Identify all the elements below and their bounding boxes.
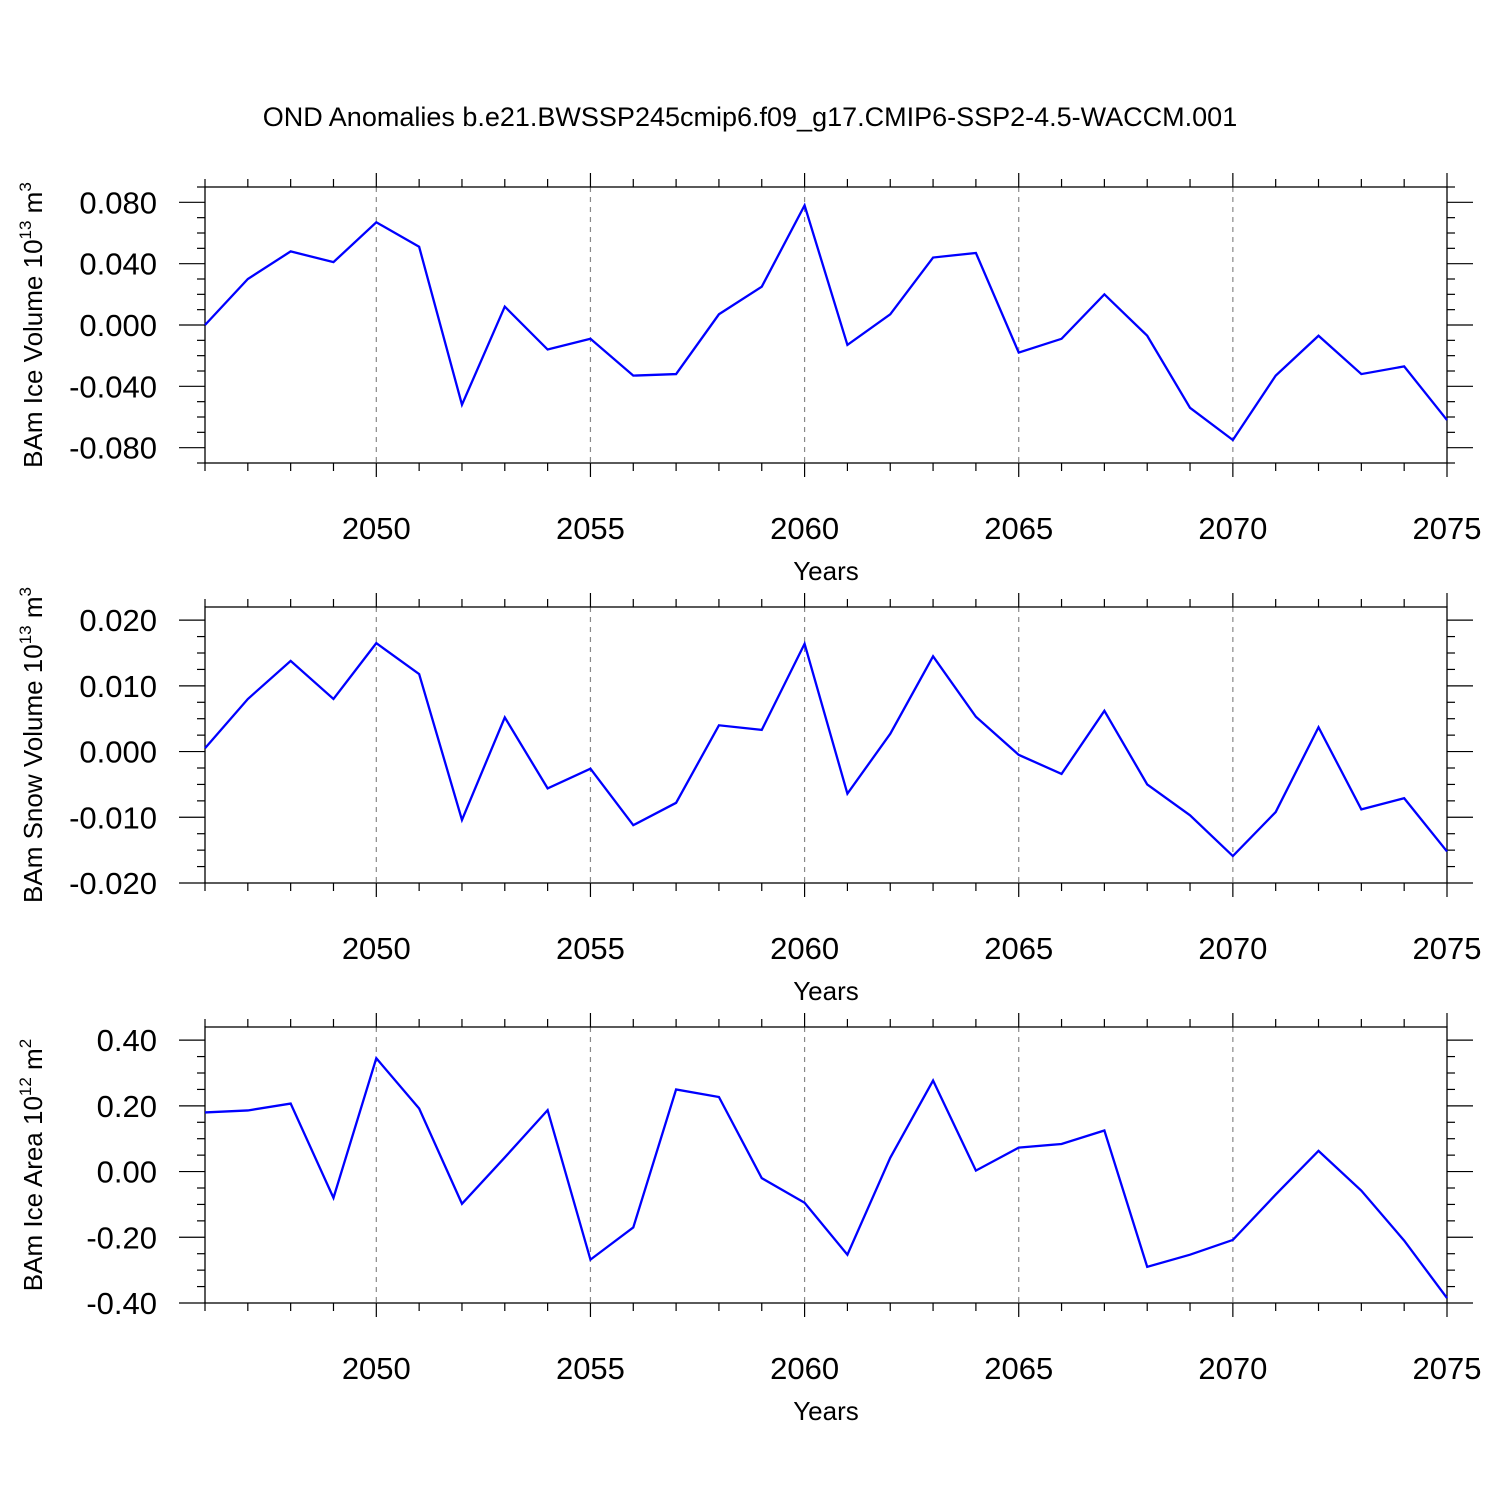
x-tick-label: 2070	[1198, 931, 1267, 966]
plot-frame	[204, 186, 1448, 464]
x-tick-label: 2060	[770, 1351, 839, 1386]
x-axis-title: Years	[793, 556, 859, 586]
y-tick-label: -0.40	[86, 1286, 157, 1321]
y-tick-label: -0.20	[86, 1220, 157, 1255]
y-tick-label: -0.040	[69, 369, 157, 404]
x-axis-title: Years	[793, 1396, 859, 1426]
x-tick-label: 2055	[556, 1351, 625, 1386]
y-axis-title-part: m	[18, 1048, 48, 1077]
x-tick-label: 2065	[984, 931, 1053, 966]
y-axis-title-part: BAm Ice Area 10	[18, 1096, 48, 1291]
y-tick-label: -0.080	[69, 431, 157, 466]
x-tick-label: 2065	[984, 511, 1053, 546]
y-axis-title-part: m	[18, 596, 48, 625]
y-tick-label: 0.020	[79, 603, 157, 638]
y-tick-label: 0.010	[79, 669, 157, 704]
x-tick-label: 2075	[1413, 511, 1482, 546]
chart-panel-2: 0.020 0.010 0.000 -0.010 -0.020 2050 2055 2060 2…	[16, 587, 1481, 1006]
y-axis-title-superscript: 13	[16, 625, 35, 644]
chart-title: OND Anomalies b.e21.BWSSP245cmip6.f09_g1…	[263, 102, 1237, 132]
y-tick-label: -0.010	[69, 800, 157, 835]
x-tick-label: 2075	[1413, 931, 1482, 966]
y-axis-title-part: BAm Ice Volume 10	[18, 239, 48, 467]
y-tick-label: 0.000	[79, 308, 157, 343]
y-tick-label: 0.000	[79, 735, 157, 770]
x-tick-label: 2050	[342, 1351, 411, 1386]
x-tick-label: 2060	[770, 931, 839, 966]
series-line	[204, 640, 1448, 858]
y-axis-title: BAm Ice Area 1012 m2	[16, 1039, 48, 1291]
y-axis-title-superscript: 3	[16, 587, 35, 596]
y-axis-title-superscript: 3	[16, 182, 35, 191]
x-tick-label: 2065	[984, 1351, 1053, 1386]
y-axis-title: BAm Ice Volume 1013 m3	[16, 182, 48, 468]
y-tick-label: 0.00	[97, 1155, 157, 1190]
x-tick-label: 2060	[770, 511, 839, 546]
x-tick-label: 2050	[342, 511, 411, 546]
y-tick-label: 0.40	[97, 1023, 157, 1058]
x-tick-label: 2075	[1413, 1351, 1482, 1386]
y-tick-label: -0.020	[69, 866, 157, 901]
series-line	[204, 202, 1448, 442]
y-axis-title-part: BAm Snow Volume 10	[18, 644, 48, 903]
plot-frame	[204, 1026, 1448, 1304]
x-tick-label: 2055	[556, 931, 625, 966]
chart-panel-3: 0.40 0.20 0.00 -0.20 -0.40 2050 2055 2060 2065 20…	[16, 1013, 1481, 1426]
x-tick-label: 2050	[342, 931, 411, 966]
y-axis-title-superscript: 2	[16, 1039, 35, 1048]
y-tick-label: 0.040	[79, 247, 157, 282]
x-tick-label: 2070	[1198, 1351, 1267, 1386]
y-tick-label: 0.20	[97, 1089, 157, 1124]
y-axis-title-part: m	[18, 192, 48, 221]
x-axis-title: Years	[793, 976, 859, 1006]
plot-frame	[204, 606, 1448, 884]
panels: 0.080 0.040 0.000 -0.040 -0.080 2050 2055 2060 2…	[16, 173, 1481, 1426]
y-tick-label: 0.080	[79, 185, 157, 220]
series-line	[204, 1055, 1448, 1299]
y-axis-title-superscript: 12	[16, 1077, 35, 1096]
y-axis-title-superscript: 13	[16, 221, 35, 240]
x-tick-label: 2070	[1198, 511, 1267, 546]
y-axis-title: BAm Snow Volume 1013 m3	[16, 587, 48, 903]
x-tick-label: 2055	[556, 511, 625, 546]
chart-panel-1: 0.080 0.040 0.000 -0.040 -0.080 2050 2055 2060 2…	[16, 173, 1481, 586]
